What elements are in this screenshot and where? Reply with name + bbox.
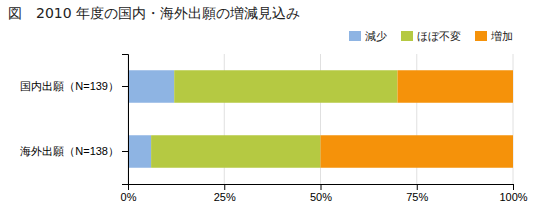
tick: 海外出願（N=138）: [20, 145, 128, 157]
tick-mark: [224, 184, 225, 190]
tick-label: 25%: [214, 191, 236, 203]
tick: 0%: [121, 184, 137, 203]
tick-mark: [417, 184, 418, 190]
bar: [321, 135, 514, 168]
x-axis: 0% 25% 50% 75% 100%: [121, 184, 528, 203]
tick-label: 国内出願（N=139）: [20, 80, 119, 92]
legend-label: 減少: [365, 30, 387, 43]
title: 図 2010 年度の国内・海外出願の増減見込み: [8, 5, 300, 21]
tick: 75%: [406, 184, 428, 203]
bar: [128, 135, 151, 168]
plot: 0% 25% 50% 75% 100% 国内出願（N=139） 海外出願（N=138）: [20, 54, 528, 203]
tick-label: 50%: [310, 191, 332, 203]
legend-swatch: [401, 31, 413, 41]
bar: [128, 70, 174, 103]
series: [321, 70, 514, 168]
tick: 25%: [214, 184, 236, 203]
axis-line: [129, 185, 514, 191]
legend-label: ほぼ不変: [417, 30, 461, 43]
legend-label: 増加: [490, 30, 513, 43]
tick-label: 100%: [499, 191, 527, 203]
chart: 図 2010 年度の国内・海外出願の増減見込み 0% 25% 50% 75% 100% 国内…: [0, 0, 535, 210]
bars: [128, 70, 513, 168]
tick-mark: [122, 151, 128, 152]
tick-mark: [513, 184, 514, 190]
legend-swatch: [475, 31, 487, 41]
tick-label: 0%: [121, 191, 137, 203]
tick-mark: [122, 86, 128, 87]
y-axis: 国内出願（N=139） 海外出願（N=138）: [20, 55, 128, 185]
tick-mark: [321, 184, 322, 190]
legend: 減少 ほぼ不変 増加: [349, 30, 513, 43]
tick-label: 海外出願（N=138）: [20, 145, 119, 157]
legend-swatch: [349, 31, 361, 41]
bar: [151, 135, 320, 168]
grid: [128, 54, 513, 184]
axis-line: [122, 55, 129, 185]
legend-item: 減少: [349, 30, 387, 43]
legend-item: ほぼ不変: [401, 30, 461, 43]
tick: 100%: [499, 184, 527, 203]
tick-label: 75%: [406, 191, 428, 203]
bar: [398, 70, 514, 103]
tick: 50%: [310, 184, 332, 203]
tick: 国内出願（N=139）: [20, 80, 128, 92]
legend-item: 増加: [475, 30, 513, 43]
bar: [174, 70, 397, 103]
